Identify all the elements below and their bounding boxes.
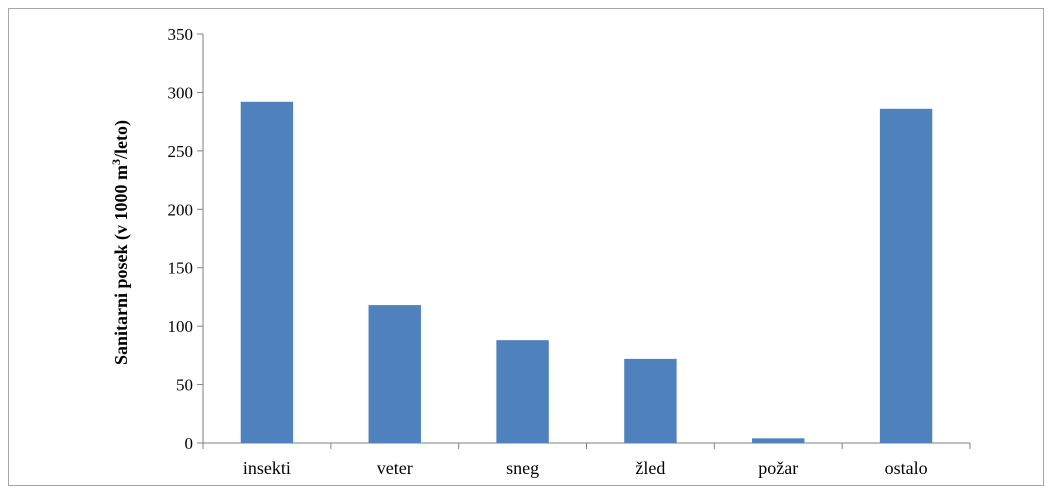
bar-žled (624, 358, 677, 443)
y-tick-label: 350 (168, 25, 194, 44)
x-tick-label: veter (377, 458, 413, 478)
bar-ostalo (879, 108, 933, 443)
x-tick-label: sneg (506, 458, 539, 478)
y-axis-title-end: /leto) (111, 120, 132, 160)
x-tick-label: insekti (243, 458, 291, 478)
x-axis: insekti veter sneg žled požar ostalo (202, 442, 971, 478)
y-axis: 0 50 100 150 200 250 300 350 (168, 25, 204, 453)
bars (240, 101, 933, 443)
bar-insekti (240, 101, 294, 443)
y-tick-label: 300 (168, 83, 194, 102)
y-tick-label: 0 (185, 434, 194, 453)
x-tick-label: žled (635, 458, 665, 478)
x-tick-label: požar (758, 458, 798, 478)
bar-požar (752, 438, 805, 443)
y-tick-label: 150 (168, 259, 194, 278)
x-tick-label: ostalo (885, 458, 928, 478)
y-tick-label: 200 (168, 200, 194, 219)
y-axis-title-superscript: 3 (109, 159, 123, 165)
bar-veter (368, 305, 421, 443)
y-axis-title-main: Sanitarni posek (v 1000 m (111, 165, 132, 365)
y-tick-label: 250 (168, 142, 194, 161)
y-axis-title: Sanitarni posek (v 1000 m3/leto) (109, 120, 132, 365)
bar-sneg (496, 340, 549, 443)
y-tick-label: 50 (176, 376, 193, 395)
y-tick-label: 100 (168, 317, 194, 336)
